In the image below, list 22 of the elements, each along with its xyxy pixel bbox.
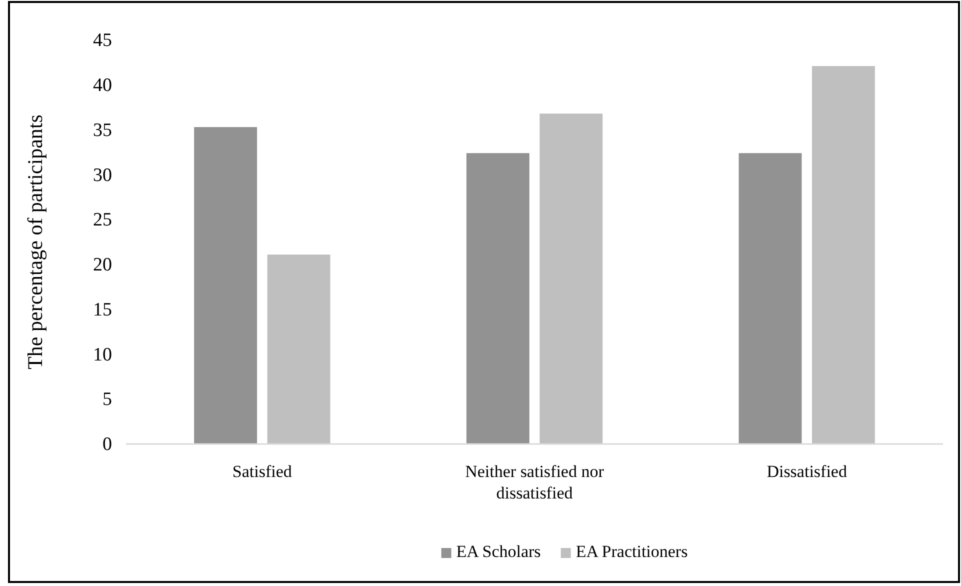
y-tick-label: 15: [93, 299, 112, 320]
y-tick-label: 5: [102, 389, 112, 410]
bar: [812, 66, 875, 444]
y-tick-label: 20: [93, 254, 112, 276]
legend-label: EA Scholars: [456, 542, 541, 561]
y-tick-label: 40: [93, 74, 112, 96]
y-tick-label: 35: [93, 120, 112, 141]
x-tick-label: Dissatisfied: [766, 462, 848, 481]
y-tick-label: 30: [93, 164, 112, 186]
y-tick-label: 10: [93, 344, 112, 366]
y-tick-label: 0: [102, 434, 112, 456]
bar: [466, 153, 530, 444]
bar: [540, 114, 603, 444]
bar: [194, 127, 258, 444]
bar: [738, 153, 802, 444]
y-tick-label: 25: [93, 210, 112, 231]
bar: [267, 254, 330, 444]
y-axis-title: The percentage of participants: [23, 114, 47, 370]
legend-label: EA Practitioners: [576, 542, 688, 561]
x-tick-label: Satisfied: [232, 462, 292, 481]
y-tick-label: 45: [93, 30, 112, 52]
x-tick-label: Neither satisfied nor dissatisfied: [465, 462, 604, 502]
